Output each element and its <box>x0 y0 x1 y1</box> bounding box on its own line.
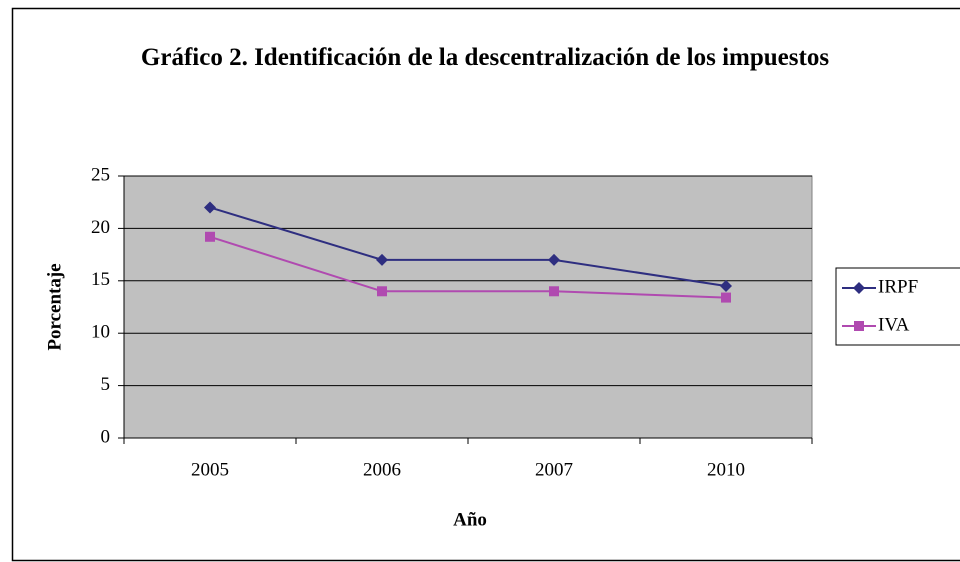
y-tick-label: 25 <box>91 164 110 185</box>
x-tick-label: 2005 <box>191 459 229 480</box>
data-point <box>376 253 388 266</box>
data-point <box>377 286 387 297</box>
x-tick-label: 2007 <box>535 459 573 480</box>
legend-marker <box>854 321 864 331</box>
y-tick-label: 0 <box>101 426 111 447</box>
x-tick-label: 2010 <box>707 459 745 480</box>
data-point <box>549 286 559 297</box>
y-tick-label: 15 <box>91 269 110 290</box>
chart-title: Gráfico 2. Identificación de la descentr… <box>140 44 830 71</box>
series-line <box>209 235 727 299</box>
data-point <box>720 280 732 293</box>
x-axis-label: Año <box>453 509 487 530</box>
x-tick-label: 2006 <box>363 459 401 480</box>
data-point <box>721 292 731 303</box>
plot-background <box>123 175 813 439</box>
y-tick-label: 5 <box>101 374 111 395</box>
data-point <box>205 231 215 242</box>
series-line <box>209 206 727 288</box>
legend-label: IRPF <box>878 276 918 297</box>
y-tick-label: 20 <box>91 217 110 238</box>
data-point <box>548 253 560 266</box>
data-point <box>204 201 216 214</box>
legend-label: IVA <box>878 314 910 335</box>
y-axis-label: Porcentaje <box>44 263 65 350</box>
legend-marker <box>853 282 865 294</box>
y-tick-label: 10 <box>91 322 110 343</box>
legend-box <box>835 267 960 346</box>
